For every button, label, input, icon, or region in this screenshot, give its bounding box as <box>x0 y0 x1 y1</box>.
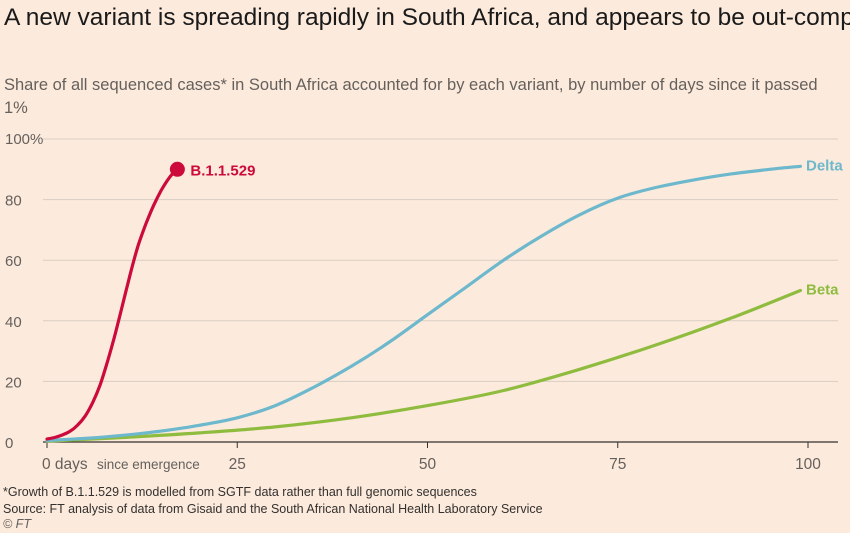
x-tick-label-25: 25 <box>229 456 246 473</box>
chart-source: Source: FT analysis of data from Gisaid … <box>3 502 543 516</box>
y-tick-label-100: 100% <box>5 131 43 148</box>
x-tick-label-0: 0 days <box>42 456 88 473</box>
series-line-beta <box>45 288 802 443</box>
chart-subtitle: Share of all sequenced cases* in South A… <box>4 76 818 117</box>
gridlines <box>43 138 838 382</box>
x-axis-label: since emergence <box>97 457 200 472</box>
x-tick-label-75: 75 <box>609 456 626 473</box>
series-label-beta: Beta <box>806 282 839 299</box>
series-line-b-1-1-529 <box>45 167 178 441</box>
chart-footnote: *Growth of B.1.1.529 is modelled from SG… <box>3 485 477 499</box>
line-chart: 0 20 40 60 80 100% 0 days 25 50 75 100 since emerge… <box>5 131 843 473</box>
series-label-delta: Delta <box>806 157 843 174</box>
axes: 0 20 40 60 80 100% 0 days 25 50 75 100 since emerge… <box>5 131 838 473</box>
series-lines <box>45 161 802 443</box>
series-labels: Beta Delta B.1.1.529 <box>190 157 843 298</box>
y-tick-label-60: 60 <box>5 253 22 270</box>
series-end-dot-b-1-1-529 <box>169 161 185 177</box>
chart-title: A new variant is spreading rapidly in So… <box>4 4 850 31</box>
y-tick-label-40: 40 <box>5 314 22 331</box>
y-tick-label-80: 80 <box>5 193 22 210</box>
series-line-delta <box>45 164 802 443</box>
y-tick-label-20: 20 <box>5 374 22 391</box>
series-label-b-1-1-529: B.1.1.529 <box>190 162 255 179</box>
copyright-text: © FT <box>3 517 31 531</box>
x-tick-label-50: 50 <box>419 456 437 473</box>
y-tick-label-0: 0 <box>5 435 13 452</box>
x-tick-label-100: 100 <box>795 456 821 473</box>
